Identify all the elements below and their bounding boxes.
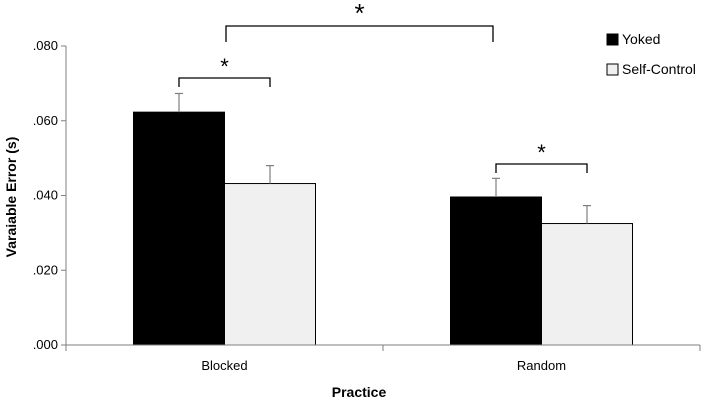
legend-label: Self-Control bbox=[622, 61, 696, 77]
y-tick-label: .040 bbox=[33, 188, 58, 203]
practice-bracket bbox=[225, 25, 494, 42]
random-bracket bbox=[495, 163, 588, 173]
y-tick-label: .000 bbox=[33, 337, 58, 352]
practice-star: * bbox=[354, 0, 364, 28]
blocked-bracket bbox=[178, 77, 271, 87]
blocked-star: * bbox=[220, 54, 229, 79]
y-axis-title: Varaiable Error (s) bbox=[3, 137, 19, 258]
bars bbox=[133, 92, 633, 346]
y-axis: .000 .020 .040 .060 .080 bbox=[33, 38, 67, 352]
random-star: * bbox=[537, 140, 546, 165]
legend-swatch bbox=[606, 33, 619, 46]
bar-yoked-random bbox=[450, 196, 542, 346]
bar-yoked-blocked bbox=[133, 111, 225, 346]
legend: Yoked Self-Control bbox=[606, 31, 696, 77]
significance-brackets: * * * bbox=[178, 0, 588, 173]
x-tick-label: Random bbox=[517, 358, 566, 373]
x-axis-title: Practice bbox=[332, 384, 387, 400]
y-tick-label: .020 bbox=[33, 262, 58, 277]
y-tick-label: .080 bbox=[33, 38, 58, 53]
y-tick-label: .060 bbox=[33, 113, 58, 128]
legend-swatch bbox=[606, 63, 619, 76]
bar-self-control-blocked bbox=[224, 183, 316, 346]
legend-label: Yoked bbox=[622, 31, 660, 47]
x-tick-label: Blocked bbox=[201, 358, 247, 373]
x-axis: Blocked Random bbox=[65, 344, 701, 373]
bar-self-control-random bbox=[541, 223, 633, 346]
